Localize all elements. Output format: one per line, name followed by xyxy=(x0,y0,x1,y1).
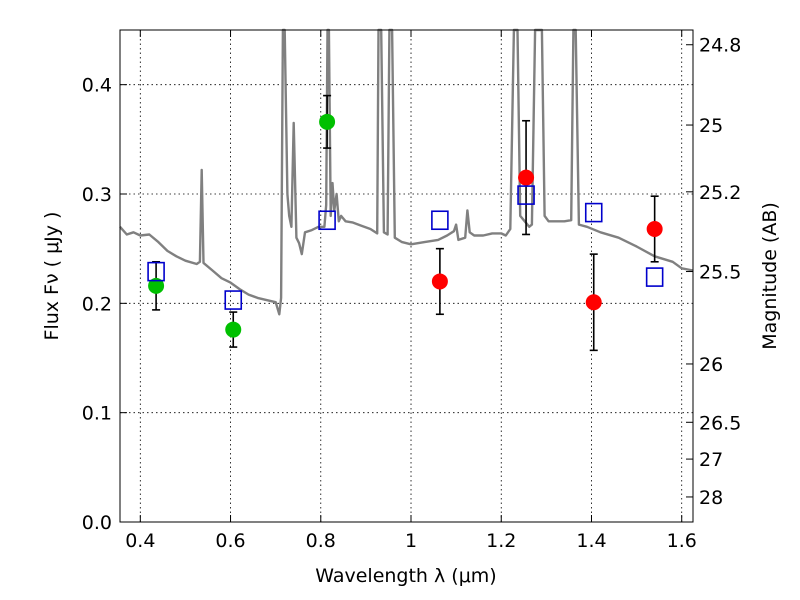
y2-tick-label: 25.2 xyxy=(699,182,741,204)
x-axis-label: Wavelength λ (μm) xyxy=(315,565,496,587)
x-tick-label: 1.2 xyxy=(486,530,516,552)
x-tick-label: 1.6 xyxy=(667,530,697,552)
x-tick-label: 1 xyxy=(405,530,417,552)
ticks-layer: 0.4 0.6 0.8 1 1.2 1.4 1.6 0.0 0.1 0.2 0.3 0.4 24.8 25… xyxy=(82,30,741,552)
data-point xyxy=(518,169,535,186)
x-tick-label: 0.8 xyxy=(306,530,336,552)
model-square-marker xyxy=(147,261,165,282)
y2-axis-label: Magnitude (AB) xyxy=(759,202,781,350)
grid xyxy=(120,30,693,523)
points-layer xyxy=(147,94,664,352)
data-point xyxy=(646,220,663,237)
data-point xyxy=(319,113,336,130)
model-square-marker xyxy=(318,210,336,231)
data-point xyxy=(225,321,242,338)
y-tick-label: 0.4 xyxy=(82,75,112,97)
model-square-marker xyxy=(431,210,449,231)
data-point xyxy=(585,294,602,311)
y2-tick-label: 25 xyxy=(699,115,723,137)
x-tick-label: 1.4 xyxy=(576,530,606,552)
data-point xyxy=(148,277,165,294)
model-square-marker xyxy=(517,185,535,205)
y2-tick-label: 28 xyxy=(699,487,723,509)
y-tick-label: 0.2 xyxy=(82,293,112,315)
model-square-marker xyxy=(645,267,664,287)
model-square-marker xyxy=(584,202,603,223)
model-square-marker xyxy=(224,290,243,310)
y2-tick-label: 26.5 xyxy=(699,412,741,434)
y-tick-label: 0.0 xyxy=(82,512,112,534)
data-point xyxy=(431,273,448,290)
plot-frame xyxy=(119,29,694,523)
y2-tick-label: 26 xyxy=(699,354,723,376)
y-tick-label: 0.1 xyxy=(82,403,112,425)
y-axis-label: Flux Fν ( μJy ) xyxy=(41,212,63,341)
x-tick-label: 0.4 xyxy=(125,530,155,552)
y2-tick-label: 25.5 xyxy=(699,262,741,284)
y-tick-label: 0.3 xyxy=(82,184,112,206)
y2-tick-label: 24.8 xyxy=(699,35,741,57)
y2-tick-label: 27 xyxy=(699,449,723,471)
x-tick-label: 0.6 xyxy=(215,530,245,552)
